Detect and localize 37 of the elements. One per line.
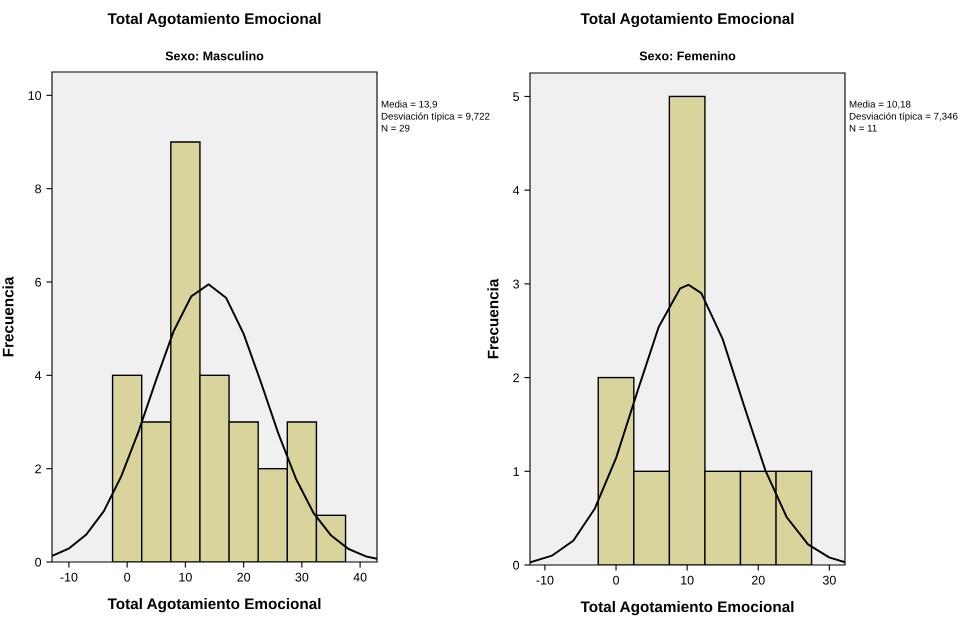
x-axis-title: Total Agotamiento Emocional — [580, 600, 794, 616]
chart-subtitle: Sexo: Femenino — [640, 51, 736, 60]
y-axis-title: Frecuencia — [2, 276, 14, 356]
x-tick-label: 30 — [295, 572, 308, 582]
text: N = 11 — [850, 124, 877, 132]
y-tick-label: 5 — [513, 92, 520, 102]
y-tick-label: 0 — [35, 558, 42, 567]
x-tick-label: 0 — [124, 572, 130, 582]
x-tick-label: -10 — [536, 576, 554, 585]
x-tick-label: 10 — [681, 576, 694, 585]
y-tick-label: 0 — [513, 560, 520, 570]
x-tick-label: 10 — [179, 572, 192, 582]
y-tick-label: 8 — [35, 184, 42, 194]
text: Media = 10,18 — [850, 100, 910, 109]
x-tick-label: 0 — [613, 576, 620, 585]
x-axis-title: Total Agotamiento Emocional — [108, 598, 320, 612]
y-tick-label: 4 — [512, 186, 520, 195]
chart-title: Total Agotamiento Emocional — [580, 12, 794, 28]
text: Media = 13,9 — [382, 100, 438, 109]
y-tick-label: 10 — [28, 91, 42, 100]
x-tick-label: -10 — [60, 572, 78, 582]
chart-title: Total Agotamiento Emocional — [108, 12, 320, 28]
x-tick-label: 40 — [353, 572, 367, 582]
y-tick-label: 3 — [513, 280, 520, 289]
y-tick-label: 6 — [35, 278, 42, 287]
text: N = 29 — [382, 124, 410, 132]
x-tick-label: 20 — [752, 576, 765, 585]
x-tick-label: 30 — [822, 576, 836, 585]
y-tick-label: 2 — [513, 373, 519, 382]
y-tick-label: 2 — [35, 464, 41, 474]
chart-subtitle: Sexo: Masculino — [166, 51, 264, 60]
y-tick-label: 4 — [34, 371, 42, 380]
y-axis-title: Frecuencia — [487, 278, 498, 358]
text: Desviación típica = 7,346 — [850, 112, 958, 122]
x-tick-label: 20 — [237, 572, 250, 582]
y-tick-label: 1 — [514, 467, 519, 476]
text: Desviación típica = 9,722 — [382, 112, 490, 122]
